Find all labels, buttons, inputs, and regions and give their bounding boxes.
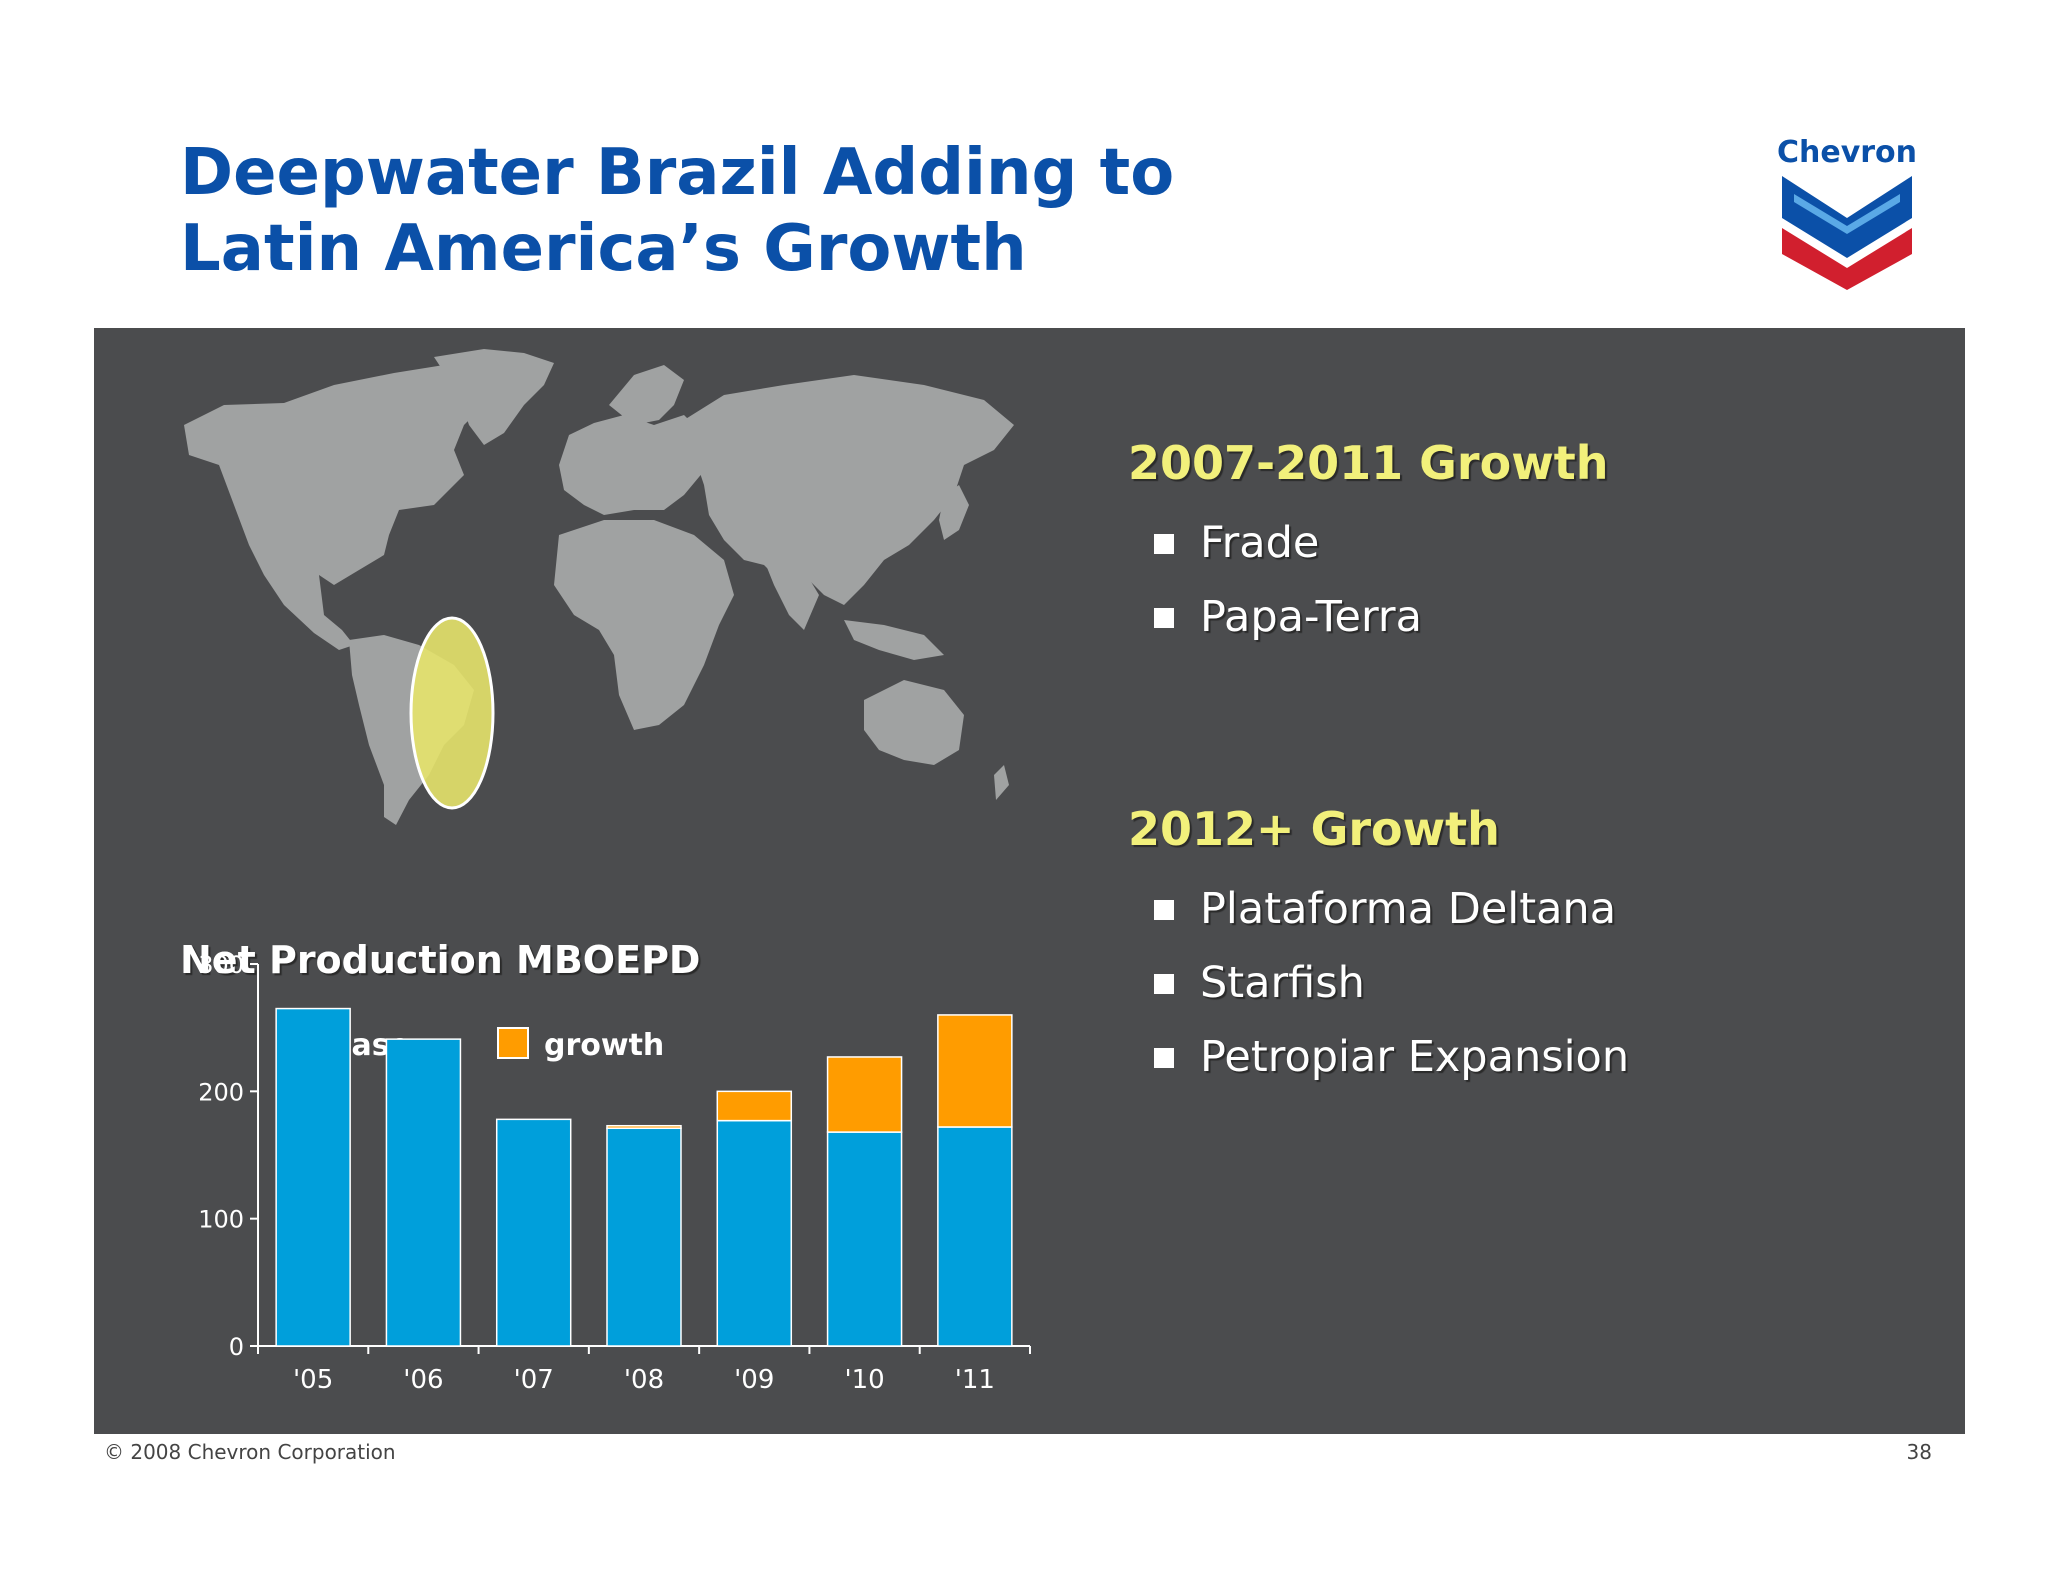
continents [184,349,1014,825]
list-item-label: Starfish [1200,958,1365,1008]
bar-base [606,1127,682,1347]
europe [559,415,709,515]
legend-swatch-growth [497,1027,529,1059]
bar-base [826,1131,903,1347]
legend-label-growth: growth [544,1028,664,1063]
list-item: Plataforma Deltana [1150,872,1629,946]
bar-base [275,1007,351,1347]
australia [864,680,964,765]
x-tick-label: '05 [293,1365,333,1395]
production-chart: Net Production MBOEPD base growth 010020… [180,938,1031,1395]
page-number: 38 [1906,1440,1932,1464]
copyright: © 2008 Chevron Corporation [104,1440,396,1464]
bar-base [385,1038,462,1347]
section2-heading: 2012+ Growth [1128,802,1500,856]
y-tick-label: 200 [198,1078,244,1106]
bar-base [937,1126,1013,1347]
new-zealand [994,765,1009,800]
x-tick-label: '07 [514,1365,554,1395]
logo-blue-chevron [1782,176,1912,258]
bullet-square-icon [1154,534,1174,554]
y-tick-label: 0 [229,1333,244,1361]
list-item-label: Papa-Terra [1200,592,1422,642]
title-line-2: Latin America’s Growth [180,212,1027,286]
africa [554,520,734,730]
north-america [184,365,514,650]
logo-red-chevron [1782,228,1912,290]
x-tick-label: '11 [955,1365,995,1395]
x-tick-label: '06 [403,1365,443,1395]
list-item-label: Frade [1200,518,1320,568]
section1-heading: 2007-2011 Growth [1128,436,1609,490]
logo-blue-highlight [1794,194,1900,234]
page-title: Deepwater Brazil Adding to Latin America… [180,135,1580,287]
bullet-square-icon [1154,900,1174,920]
chart-title: Net Production MBOEPD [180,938,700,982]
section2-list: Plataforma Deltana Starfish Petropiar Ex… [1150,872,1629,1094]
x-tick-label: '09 [734,1365,774,1395]
section1-list: Frade Papa-Terra [1150,506,1422,654]
asia [684,375,1014,605]
list-item: Starfish [1150,946,1629,1020]
brazil-highlight [409,616,495,810]
bar-growth [937,1014,1013,1128]
chart-bars [275,1007,1013,1347]
list-item: Frade [1150,506,1422,580]
scandinavia [609,365,684,425]
bullet-square-icon [1154,1048,1174,1068]
india [764,560,819,630]
bar-growth [826,1056,903,1133]
se-asia [844,620,944,660]
y-tick-label: 100 [198,1206,244,1234]
logo-text: Chevron [1777,136,1917,170]
bullet-square-icon [1154,608,1174,628]
bullet-square-icon [1154,974,1174,994]
bar-base [716,1119,793,1347]
list-item: Petropiar Expansion [1150,1020,1629,1094]
japan [939,485,969,540]
list-item-label: Plataforma Deltana [1200,884,1617,934]
x-tick-label: '10 [844,1365,884,1395]
bar-growth [606,1124,682,1130]
world-map [184,349,1014,825]
greenland [434,349,554,445]
bar-base [495,1118,572,1347]
list-item: Papa-Terra [1150,580,1422,654]
y-tick-label: 300 [198,951,244,979]
bar-growth [716,1090,793,1122]
chevron-logo: Chevron [1777,136,1917,290]
x-tick-label: '08 [624,1365,664,1395]
title-line-1: Deepwater Brazil Adding to [180,136,1175,210]
list-item-label: Petropiar Expansion [1200,1032,1630,1082]
